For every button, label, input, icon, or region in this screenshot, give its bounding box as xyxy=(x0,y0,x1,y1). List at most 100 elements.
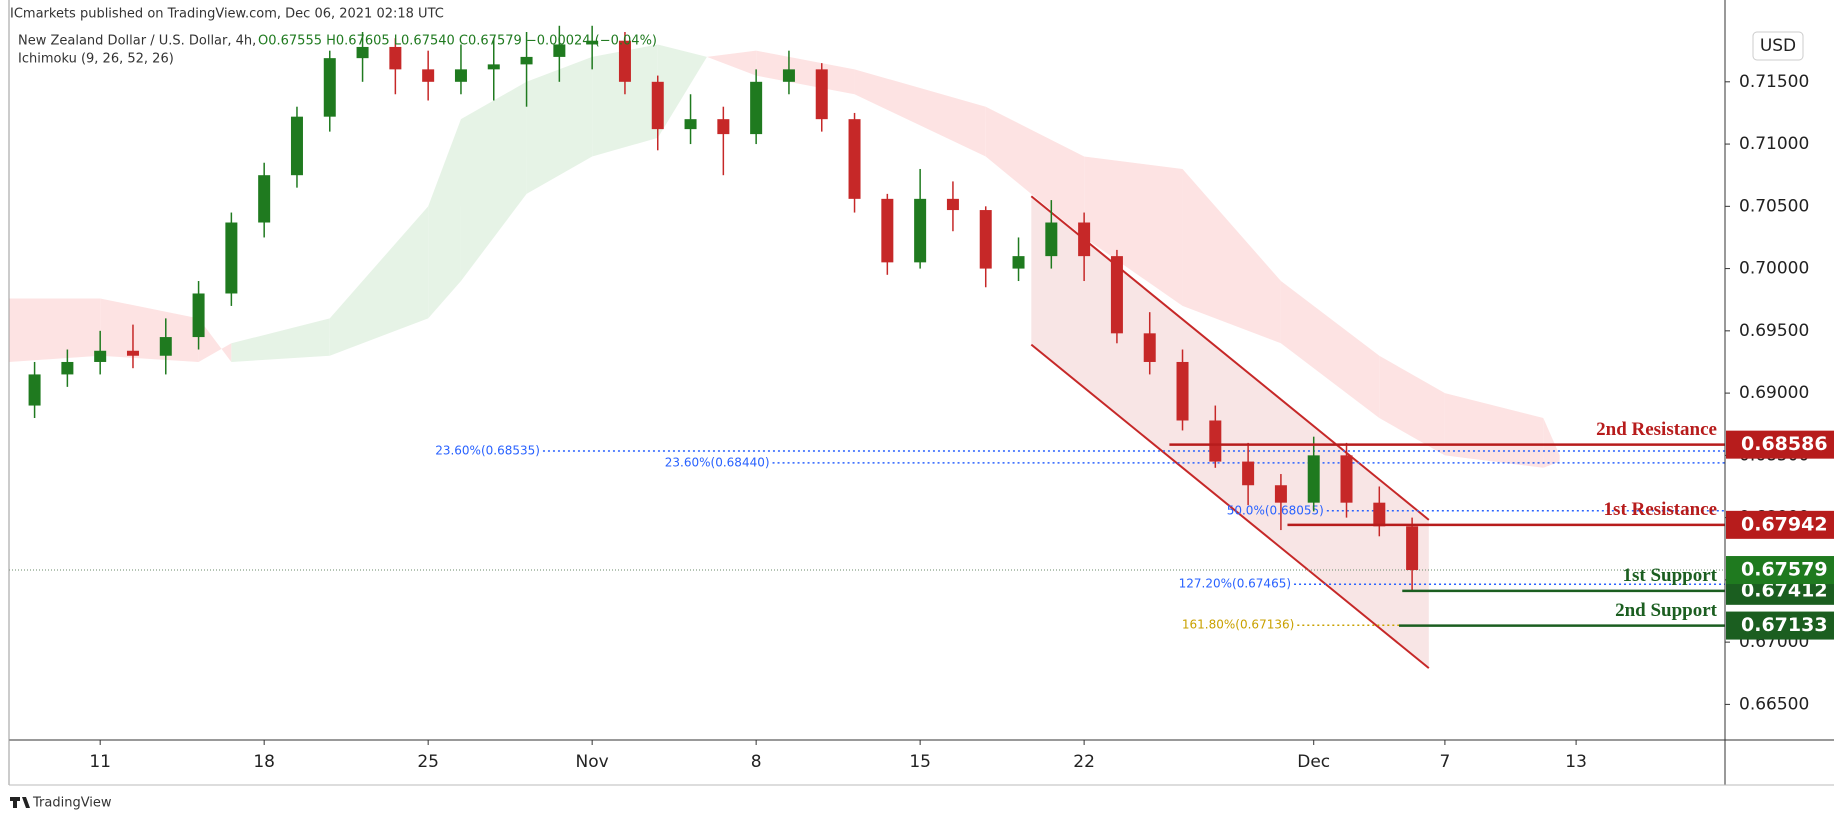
x-tick-label: Nov xyxy=(576,752,609,772)
candle-body xyxy=(1143,333,1156,362)
cloud-segment xyxy=(1084,156,1183,306)
x-tick-label: 11 xyxy=(89,752,111,772)
candle-body xyxy=(1012,256,1025,269)
candle-body xyxy=(1045,222,1058,257)
candle-body xyxy=(651,81,664,130)
candle-body xyxy=(1274,485,1287,503)
current-price: 0.67579 xyxy=(1741,559,1828,581)
cloud-segment xyxy=(706,50,757,76)
brand-logo xyxy=(10,797,30,808)
x-tick-label: 22 xyxy=(1073,752,1095,772)
cloud-segment xyxy=(854,69,986,157)
candle-body xyxy=(454,69,467,82)
candle-body xyxy=(290,116,303,176)
cloud-segment xyxy=(1379,355,1445,456)
cloud-segment xyxy=(592,44,658,157)
level-price: 0.67133 xyxy=(1741,614,1828,636)
candle-body xyxy=(323,58,336,117)
candle-body xyxy=(1242,461,1255,486)
candle-body xyxy=(422,69,435,82)
level-price-box xyxy=(1726,430,1834,459)
y-tick-label: 0.69000 xyxy=(1739,383,1809,403)
candle-body xyxy=(258,175,271,223)
level-price-box xyxy=(1726,510,1834,539)
symbol-title: New Zealand Dollar / U.S. Dollar, 4h, xyxy=(18,34,256,49)
y-tick-label: 0.71500 xyxy=(1739,72,1809,92)
cloud-segment xyxy=(100,298,199,362)
candle-body xyxy=(1078,222,1091,257)
candle-body xyxy=(1373,502,1386,527)
fib-label: 23.60%(0.68440) xyxy=(665,455,770,469)
candle-body xyxy=(192,293,205,338)
cloud-segment xyxy=(198,318,232,362)
cloud-segment xyxy=(329,206,429,356)
x-tick-label: 18 xyxy=(253,752,275,772)
y-tick-label: 0.70500 xyxy=(1739,196,1809,216)
candle-body xyxy=(61,361,74,375)
x-tick-label: 13 xyxy=(1565,752,1587,772)
publisher: ICmarkets published on TradingView.com, … xyxy=(10,7,444,22)
candle-body xyxy=(979,210,992,269)
indicator-label: Ichimoku (9, 26, 52, 26) xyxy=(18,52,174,67)
y-tick-label: 0.70000 xyxy=(1739,259,1809,279)
candle-body xyxy=(881,198,894,263)
cloud-segment xyxy=(1280,281,1380,419)
candle-body xyxy=(586,40,599,45)
x-tick-label: 15 xyxy=(909,752,931,772)
cloud-segment xyxy=(657,44,707,138)
current-price-box xyxy=(1726,556,1834,585)
channel-upper xyxy=(1030,195,1430,521)
candle-body xyxy=(126,350,139,356)
candle-body xyxy=(487,64,500,70)
cloud-segment xyxy=(526,56,593,194)
candle-body xyxy=(520,56,533,65)
level-name: 1st Resistance xyxy=(1604,499,1717,520)
cloud-segment xyxy=(1444,393,1544,468)
ohlc-readout: O0.67555 H0.67605 L0.67540 C0.67579 −0.0… xyxy=(258,34,657,49)
candle-body xyxy=(1406,526,1419,571)
cloud-segment xyxy=(231,318,330,362)
y-tick-label: 0.71000 xyxy=(1739,134,1809,154)
candle-body xyxy=(225,222,238,294)
x-tick-label: 7 xyxy=(1439,752,1450,772)
fib-label: 23.60%(0.68535) xyxy=(435,443,540,457)
candle-body xyxy=(1307,455,1320,503)
level-name: 2nd Support xyxy=(1615,600,1718,621)
level-name: 2nd Resistance xyxy=(1596,419,1717,440)
y-tick-label: 0.66500 xyxy=(1739,694,1809,714)
currency-box[interactable] xyxy=(1752,31,1804,61)
cloud-segment xyxy=(428,119,461,319)
cloud-segment xyxy=(985,106,1085,238)
candle-body xyxy=(1110,256,1123,334)
candle-body xyxy=(553,44,566,57)
candle-body xyxy=(815,69,828,120)
channel-lower xyxy=(1030,343,1430,669)
cloud-segment xyxy=(1182,168,1281,344)
level-price: 0.68586 xyxy=(1741,433,1828,455)
candle-body xyxy=(356,46,369,59)
level-name: 1st Support xyxy=(1623,565,1718,586)
cloud-segment xyxy=(9,298,101,362)
candle-body xyxy=(914,198,927,263)
brand: TradingView xyxy=(32,796,112,811)
candle-body xyxy=(1209,420,1222,462)
candle-body xyxy=(389,46,402,70)
level-price: 0.67412 xyxy=(1741,579,1828,601)
x-tick-label: Dec xyxy=(1297,752,1330,772)
candle-body xyxy=(28,374,41,406)
currency[interactable]: USD xyxy=(1760,36,1796,56)
channel-fill xyxy=(1031,196,1429,669)
candle-body xyxy=(159,337,172,356)
candle-body xyxy=(1340,455,1353,503)
x-tick-label: 8 xyxy=(751,752,762,772)
candle-body xyxy=(782,69,795,82)
level-price-box xyxy=(1726,611,1834,640)
candle-body xyxy=(94,350,107,362)
candle-body xyxy=(684,119,697,130)
fib-label: 50.0%(0.68055) xyxy=(1227,503,1324,517)
cloud-segment xyxy=(756,50,855,95)
candle-body xyxy=(750,81,763,135)
cloud-segment xyxy=(1543,418,1560,468)
candle-body xyxy=(1176,361,1189,421)
